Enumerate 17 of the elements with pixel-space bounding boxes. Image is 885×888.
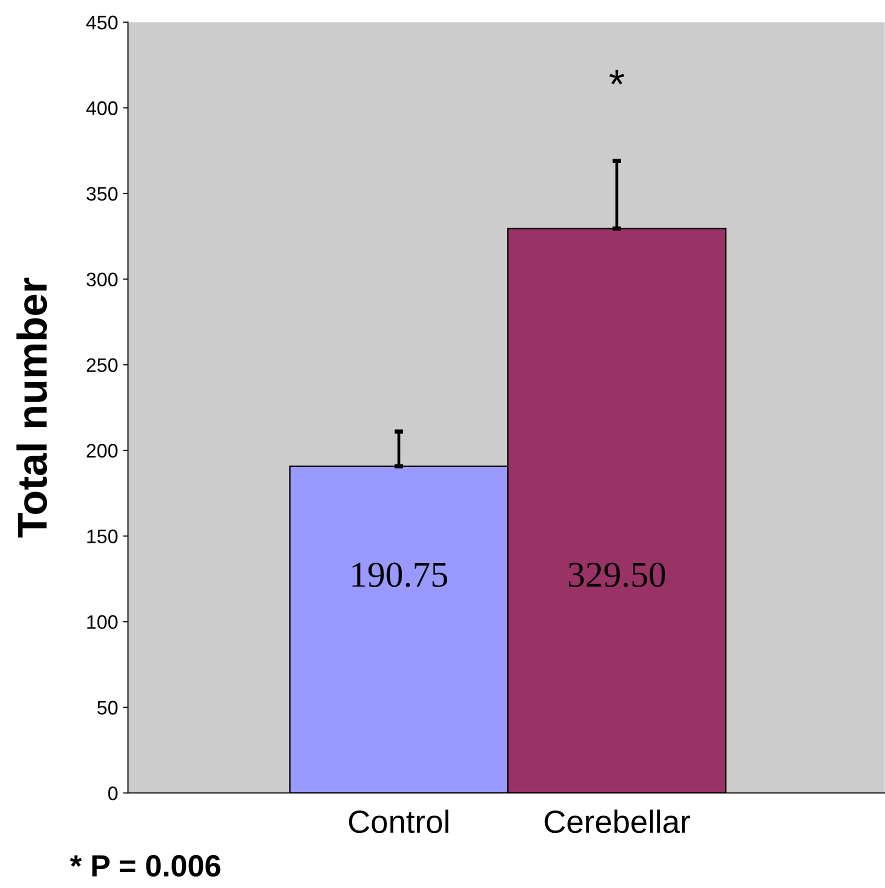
data-label: 329.50 — [568, 562, 666, 588]
y-tick-label: 100 — [87, 615, 118, 629]
y-tick-label: 250 — [86, 358, 118, 372]
annotation: * — [609, 70, 624, 84]
y-tick-label: 50 — [97, 700, 118, 715]
text: * P = 0.006 — [70, 855, 220, 877]
x-tick-label: Cerebellar — [544, 810, 690, 834]
y-tick-label: 350 — [86, 186, 118, 201]
y-tick-label: 200 — [86, 444, 118, 458]
y-tick-label: 450 — [86, 16, 118, 30]
y-axis-title: Total number — [16, 278, 48, 538]
y-tick-label: 400 — [86, 101, 118, 116]
y-tick-label: 150 — [87, 530, 118, 544]
data-label: 190.75 — [352, 562, 448, 588]
y-tick-label: 300 — [86, 272, 118, 286]
y-tick-label: 0 — [108, 786, 118, 800]
x-tick-label: Control — [349, 810, 448, 834]
